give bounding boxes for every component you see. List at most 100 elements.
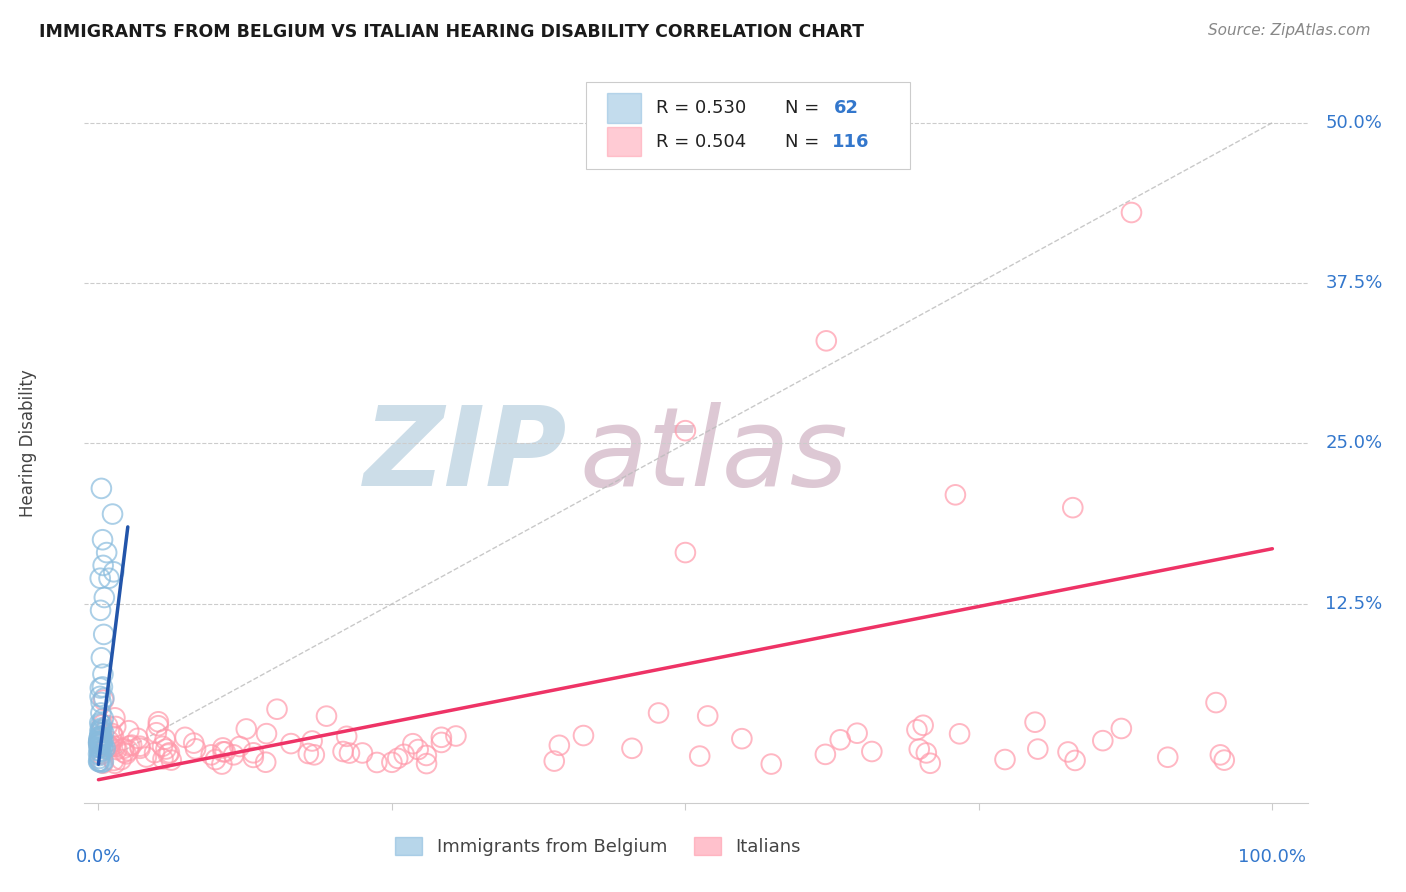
Point [90,482,112,496]
FancyBboxPatch shape [606,94,641,122]
Point [91,738,114,752]
Point [222,747,245,762]
Point [89,754,111,768]
Point [87,747,110,761]
Point [1024,715,1046,730]
Point [90,723,112,737]
Point [89,744,111,758]
Point [256,726,278,740]
Point [93,711,115,725]
Point [98,571,121,585]
Point [90,721,112,735]
Point [1026,742,1049,756]
Point [174,731,197,745]
Point [90,744,112,758]
Point [301,734,323,748]
Point [101,507,124,521]
Point [994,752,1017,766]
Point [160,753,183,767]
Text: 25.0%: 25.0% [1326,434,1382,452]
Point [1157,750,1180,764]
Point [89,725,111,739]
Point [91,667,114,681]
Text: Source: ZipAtlas.com: Source: ZipAtlas.com [1208,23,1371,38]
Point [91,733,114,747]
Point [128,739,150,754]
Point [152,752,174,766]
Point [204,753,226,767]
Point [211,757,233,772]
Point [90,650,112,665]
Point [112,741,135,756]
Point [280,737,302,751]
Point [110,753,132,767]
Point [229,739,252,754]
Point [336,729,359,743]
Point [90,747,112,762]
Point [242,746,264,760]
Point [121,738,143,752]
Text: R = 0.504: R = 0.504 [655,133,745,151]
Point [90,706,112,720]
Point [90,756,112,770]
Point [1091,733,1114,747]
Point [89,748,111,763]
Text: Hearing Disability: Hearing Disability [20,369,37,517]
Point [815,334,838,348]
Point [689,749,711,764]
Point [1213,753,1236,767]
Point [415,756,437,771]
Point [543,754,565,768]
Point [89,731,111,745]
Point [1209,747,1232,762]
Point [381,756,404,770]
Text: N =: N = [786,99,820,117]
Point [948,727,970,741]
Point [572,729,595,743]
Point [673,545,696,559]
Point [91,717,114,731]
Point [117,744,139,758]
Point [93,691,115,706]
Point [90,696,112,710]
Point [153,732,176,747]
Point [1111,722,1133,736]
Point [103,729,125,743]
Point [1121,205,1143,219]
Point [152,739,174,754]
Point [103,754,125,768]
Point [112,746,135,760]
Text: IMMIGRANTS FROM BELGIUM VS ITALIAN HEARING DISABILITY CORRELATION CHART: IMMIGRANTS FROM BELGIUM VS ITALIAN HEARI… [39,23,865,41]
Point [392,747,415,762]
Point [315,709,337,723]
FancyBboxPatch shape [606,127,641,156]
Point [200,747,222,762]
Point [1062,500,1084,515]
Point [89,690,111,704]
Point [143,746,166,760]
Point [93,627,115,641]
Point [920,756,942,771]
Point [94,739,117,754]
Point [89,731,111,746]
Point [89,751,111,765]
Point [1057,745,1080,759]
Point [89,733,111,747]
Point [127,731,149,746]
Point [352,746,374,760]
Text: 116: 116 [832,133,869,151]
Point [860,744,883,758]
Point [90,717,112,731]
Point [89,730,111,744]
FancyBboxPatch shape [586,82,910,169]
Point [339,746,361,760]
Text: 37.5%: 37.5% [1326,274,1382,292]
Point [620,741,643,756]
Point [548,739,571,753]
Point [98,740,121,755]
Point [87,735,110,749]
Point [761,757,783,772]
Point [94,741,117,756]
Point [93,693,115,707]
Point [115,747,138,761]
